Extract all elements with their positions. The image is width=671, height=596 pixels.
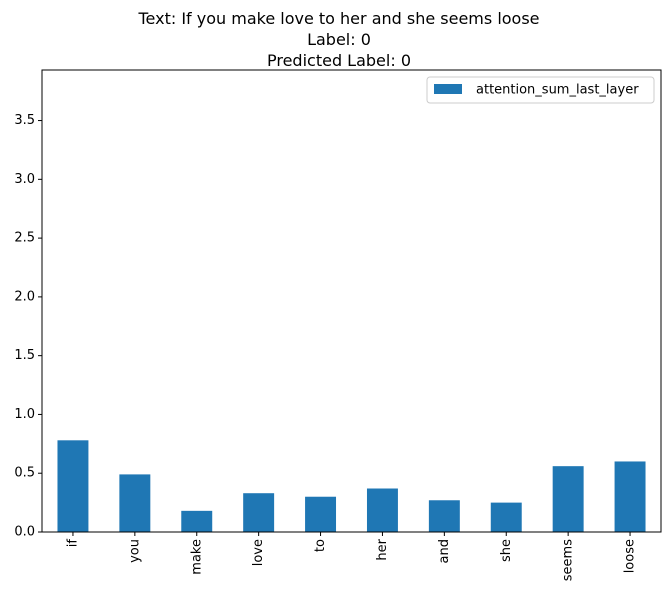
x-tick-label: if bbox=[65, 539, 80, 548]
y-tick-label: 1.0 bbox=[14, 407, 35, 422]
x-tick-label: seems bbox=[561, 539, 576, 581]
y-tick-label: 2.5 bbox=[14, 231, 35, 246]
y-axis-ticks: 0.0 0.5 1.0 1.5 2.0 2.5 3.0 3.5 bbox=[14, 113, 42, 540]
bar-you bbox=[119, 474, 151, 532]
x-tick-label: her bbox=[375, 538, 390, 560]
title-line-2: Label: 0 bbox=[307, 30, 371, 49]
x-tick-label: love bbox=[251, 539, 266, 566]
bar-loose bbox=[614, 461, 646, 532]
y-tick-label: 1.5 bbox=[14, 348, 35, 363]
x-tick-label: and bbox=[437, 539, 452, 563]
title-line-1: Text: If you make love to her and she se… bbox=[137, 9, 539, 28]
title-line-3: Predicted Label: 0 bbox=[267, 51, 411, 70]
x-tick-label: to bbox=[313, 539, 328, 552]
x-tick-label: loose bbox=[623, 539, 638, 573]
bar-her bbox=[366, 488, 398, 532]
bar-make bbox=[181, 510, 213, 532]
legend: attention_sum_last_layer bbox=[426, 76, 655, 104]
bar-and bbox=[428, 500, 460, 532]
chart-title: Text: If you make love to her and she se… bbox=[137, 9, 539, 70]
x-tick-label: she bbox=[499, 539, 514, 562]
y-tick-label: 3.5 bbox=[14, 113, 35, 128]
y-tick-label: 2.0 bbox=[14, 289, 35, 304]
y-tick-label: 0.5 bbox=[14, 466, 35, 481]
bar-to bbox=[305, 496, 337, 532]
x-tick-label: make bbox=[189, 539, 204, 575]
bar-she bbox=[490, 502, 522, 532]
bars bbox=[57, 440, 646, 532]
y-tick-label: 3.0 bbox=[14, 172, 35, 187]
x-axis-ticks: if you make love to her and she seems loose bbox=[65, 532, 638, 581]
legend-label: attention_sum_last_layer bbox=[476, 83, 639, 98]
bar-love bbox=[243, 493, 275, 532]
bar-if bbox=[57, 440, 89, 532]
bar-seems bbox=[552, 466, 584, 532]
x-tick-label: you bbox=[127, 539, 142, 563]
plot-frame bbox=[41, 69, 662, 533]
y-tick-label: 0.0 bbox=[14, 525, 35, 540]
legend-swatch bbox=[434, 84, 462, 94]
legend-box bbox=[426, 76, 655, 104]
